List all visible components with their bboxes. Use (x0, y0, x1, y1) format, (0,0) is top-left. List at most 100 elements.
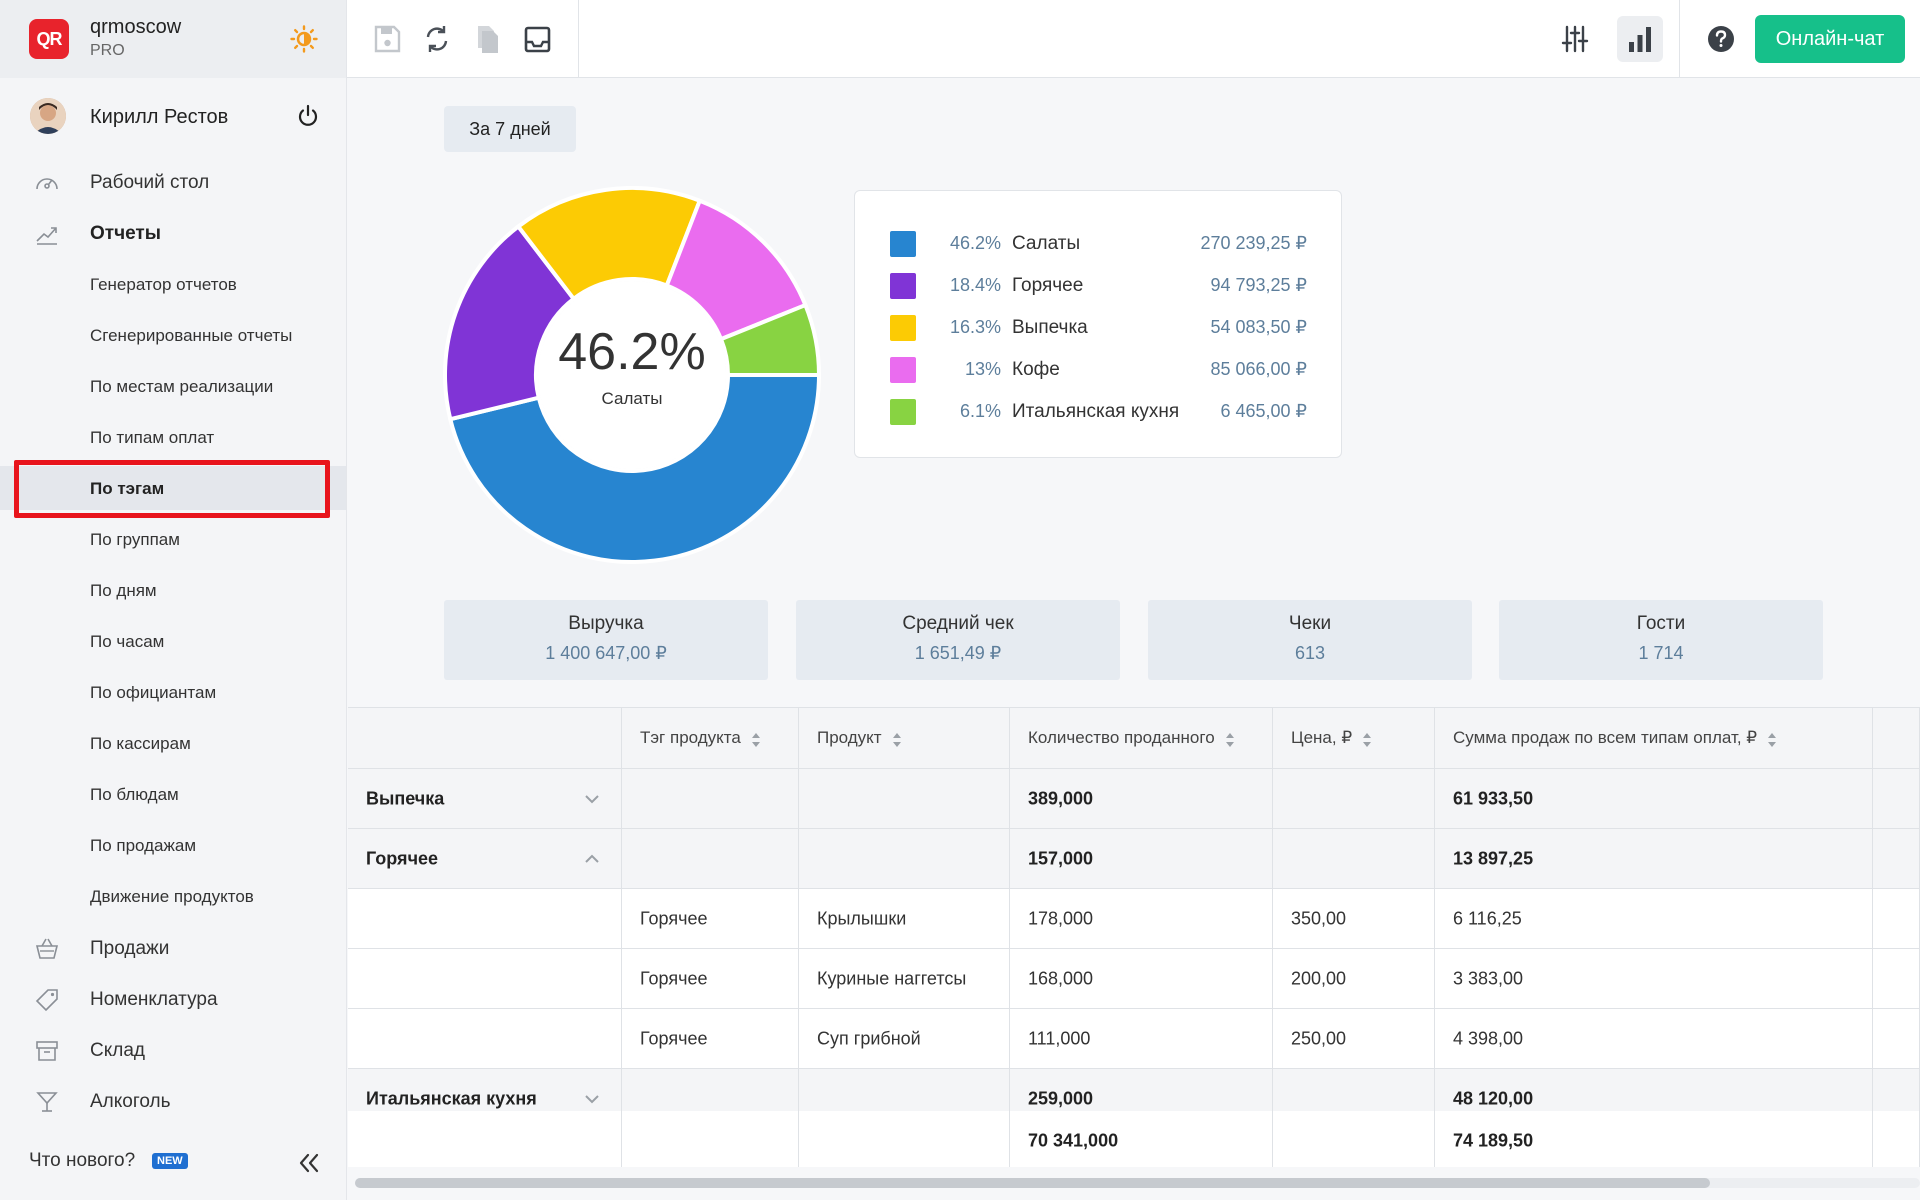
report-by-tags[interactable]: По тэгам (0, 466, 346, 510)
sort-arrows-icon[interactable] (1362, 732, 1372, 748)
nav-alcohol[interactable]: Алкоголь (0, 1079, 346, 1123)
theme-toggle-icon[interactable] (290, 25, 318, 53)
table-cell: Куриные наггетсы (799, 949, 1010, 1008)
app-logo[interactable]: QR (29, 19, 69, 59)
cell-text: 13 897,25 (1453, 848, 1534, 868)
copy-icon[interactable] (471, 21, 503, 57)
sort-arrows-icon[interactable] (1767, 732, 1777, 748)
kpi-average-check-label: Средний чек (902, 613, 1014, 634)
table-row[interactable]: Горячее 157,000 13 897,25 (348, 829, 1920, 889)
bar-chart-icon (1629, 27, 1651, 52)
report-by-locations[interactable]: По местам реализации (0, 364, 346, 408)
sort-arrows-icon[interactable] (1225, 732, 1235, 748)
donut-slice[interactable] (447, 373, 821, 564)
legend-percent: 6.1% (959, 401, 1001, 421)
cell-text: Итальянская кухня (366, 1088, 537, 1108)
report-by-groups[interactable]: По группам (0, 517, 346, 561)
horizontal-scrollbar-thumb[interactable] (355, 1178, 1710, 1188)
legend-item[interactable]: 13% Кофе 85 066,00 ₽ (855, 347, 1341, 389)
tag-icon (35, 989, 58, 1012)
filter-sliders-icon[interactable] (1559, 21, 1591, 57)
legend-swatch (890, 231, 916, 257)
sort-control[interactable] (1217, 731, 1235, 749)
legend-item[interactable]: 6.1% Итальянская кухня 6 465,00 ₽ (855, 389, 1341, 431)
period-filter-button[interactable]: За 7 дней (444, 106, 576, 152)
sort-control[interactable] (1759, 731, 1777, 749)
table-cell: 74 189,50 (1435, 1111, 1873, 1167)
report-by-cashiers[interactable]: По кассирам (0, 721, 346, 765)
table-cell: 6 116,25 (1435, 889, 1873, 948)
table-header-cell[interactable]: Продукт (799, 708, 1010, 768)
whats-new-link[interactable]: Что нового? (29, 1150, 136, 1171)
report-generator[interactable]: Генератор отчетов (0, 262, 346, 306)
toolbar-divider (1679, 0, 1680, 78)
donut-slice[interactable] (443, 223, 577, 422)
table-cell (799, 1111, 1010, 1167)
donut-chart (443, 186, 821, 564)
table-cell (1273, 1111, 1435, 1167)
report-by-payment-types[interactable]: По типам оплат (0, 415, 346, 459)
cell-text: 250,00 (1291, 1028, 1347, 1048)
cell-text: 61 933,50 (1453, 788, 1534, 808)
legend-item[interactable]: 16.3% Выпечка 54 083,50 ₽ (855, 305, 1341, 347)
kpi-revenue: Выручка 1 400 647,00 ₽ (444, 600, 768, 680)
column-title: Тэг продукта (640, 728, 741, 747)
sort-arrows-icon[interactable] (892, 732, 902, 748)
report-by-dishes[interactable]: По блюдам (0, 772, 346, 816)
sort-arrows-icon[interactable] (751, 732, 761, 748)
report-product-movement[interactable]: Движение продуктов (0, 874, 346, 918)
help-icon[interactable] (1705, 21, 1737, 57)
column-title: Цена, ₽ (1291, 728, 1353, 747)
online-chat-button[interactable]: Онлайн-чат (1755, 15, 1905, 63)
table-cell: Суп грибной (799, 1009, 1010, 1068)
chevron-down-icon[interactable] (582, 789, 602, 809)
table-cell (799, 829, 1010, 888)
sort-control[interactable] (884, 731, 902, 749)
table-cell (622, 769, 799, 828)
inbox-icon[interactable] (521, 21, 553, 57)
donut-slice[interactable] (718, 302, 821, 377)
sort-control[interactable] (743, 731, 761, 749)
legend-swatch (890, 399, 916, 425)
table-cell: Горячее (348, 829, 622, 888)
avatar[interactable] (30, 98, 66, 134)
nav-warehouse-label: Склад (90, 1040, 145, 1061)
report-by-sales[interactable]: По продажам (0, 823, 346, 867)
chevron-up-icon[interactable] (582, 849, 602, 869)
nav-alcohol-label: Алкоголь (90, 1091, 171, 1112)
refresh-icon[interactable] (421, 21, 453, 57)
table-header-cell[interactable]: Цена, ₽ (1273, 708, 1435, 768)
nav-warehouse[interactable]: Склад (0, 1028, 346, 1072)
collapse-sidebar-icon[interactable] (296, 1150, 322, 1176)
logout-power-icon[interactable] (296, 104, 320, 128)
nav-reports[interactable]: Отчеты (0, 211, 346, 255)
legend-item[interactable]: 18.4% Горячее 94 793,25 ₽ (855, 263, 1341, 305)
save-icon[interactable] (371, 21, 403, 57)
legend-name: Выпечка (1012, 317, 1088, 338)
chevron-down-icon[interactable] (582, 1089, 602, 1109)
table-row[interactable]: Выпечка 389,000 61 933,50 (348, 769, 1920, 829)
table-cell (1273, 769, 1435, 828)
nav-nomenclature[interactable]: Номенклатура (0, 977, 346, 1021)
cell-text: Суп грибной (817, 1028, 921, 1048)
legend-item[interactable]: 46.2% Салаты 270 239,25 ₽ (855, 221, 1341, 263)
report-by-waiters[interactable]: По официантам (0, 670, 346, 714)
report-by-dishes-label: По блюдам (90, 785, 179, 804)
report-generated[interactable]: Сгенерированные отчеты (0, 313, 346, 357)
nav-dashboard[interactable]: Рабочий стол (0, 160, 346, 204)
report-by-hours[interactable]: По часам (0, 619, 346, 663)
report-by-days[interactable]: По дням (0, 568, 346, 612)
table-header-cell[interactable]: Сумма продаж по всем типам оплат, ₽ (1435, 708, 1873, 768)
user-profile[interactable]: Кирилл Рестов (0, 96, 346, 140)
table-header-cell[interactable]: Количество проданного (1010, 708, 1273, 768)
table-cell: 250,00 (1273, 1009, 1435, 1068)
table-cell: 350,00 (1273, 889, 1435, 948)
user-name: Кирилл Рестов (90, 106, 229, 128)
table-header-cell[interactable]: Тэг продукта (622, 708, 799, 768)
sort-control[interactable] (1354, 731, 1372, 749)
nav-sales[interactable]: Продажи (0, 926, 346, 970)
table-cell (1273, 1069, 1435, 1128)
cell-text: 6 116,25 (1453, 908, 1522, 928)
top-toolbar: Онлайн-чат (347, 0, 1920, 78)
chart-view-toggle[interactable] (1617, 16, 1663, 62)
